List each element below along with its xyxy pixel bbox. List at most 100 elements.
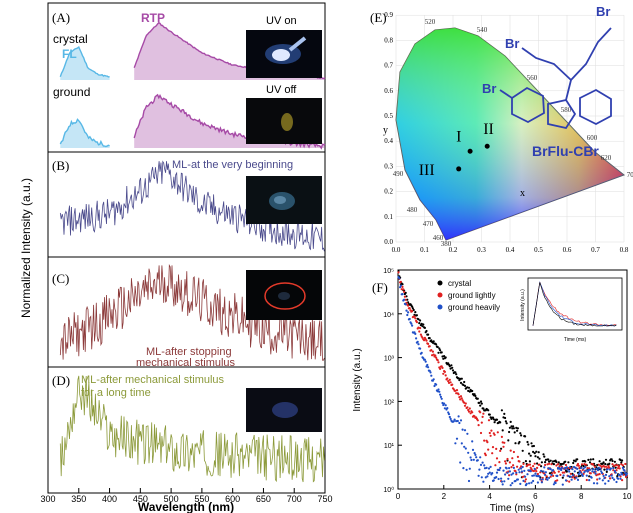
decay-point-ground-lightly <box>536 466 539 469</box>
decay-point-crystal <box>463 384 467 387</box>
cie-y-tick-0.8: 0.8 <box>384 36 393 44</box>
decay-point-ground-lightly <box>618 467 621 470</box>
decay-point-crystal <box>574 460 577 463</box>
cie-y-tick-0.4: 0.4 <box>384 137 393 145</box>
cie-x-tick-0.3: 0.3 <box>477 246 486 254</box>
decay-point-ground-heavily <box>449 417 452 420</box>
uv-off-photo <box>246 98 322 144</box>
decay-point-ground-lightly <box>616 464 619 467</box>
x-tick-label-500: 500 <box>164 494 179 504</box>
decay-point-ground-heavily <box>485 466 488 469</box>
decay-point-ground-lightly <box>490 429 493 432</box>
decay-point-crystal <box>508 426 511 429</box>
decay-point-crystal <box>440 351 443 354</box>
decay-point-ground-heavily <box>543 466 546 469</box>
decay-point-crystal <box>530 442 533 445</box>
decay-point-crystal <box>432 340 435 343</box>
decay-point-ground-heavily <box>599 467 602 470</box>
decay-point-ground-heavily <box>560 468 563 472</box>
decay-legend: crystal ground lightly ground heavily <box>437 279 500 312</box>
decay-point-crystal <box>552 460 555 463</box>
decay-point-crystal <box>611 459 614 463</box>
decay-point-ground-heavily <box>572 474 575 477</box>
panel-c-letter: (C) <box>52 271 69 286</box>
decay-point-ground-lightly <box>502 445 505 448</box>
legend-label-crystal: crystal <box>448 279 471 288</box>
decay-point-ground-heavily <box>453 418 456 421</box>
decay-point-ground-heavily <box>584 466 587 469</box>
cie-point-label-III: III <box>419 162 435 179</box>
decay-point-crystal <box>511 425 515 428</box>
cie-y-tick-0.3: 0.3 <box>384 162 393 170</box>
decay-point-ground-heavily <box>562 474 565 477</box>
decay-point-ground-heavily <box>487 472 490 475</box>
decay-point-crystal <box>451 366 454 369</box>
decay-point-crystal <box>510 425 513 428</box>
decay-point-ground-heavily <box>613 478 616 481</box>
decay-point-crystal <box>493 421 496 424</box>
decay-point-ground-heavily <box>576 478 580 481</box>
decay-y-tick-label-2: 10² <box>384 399 395 406</box>
decay-point-ground-heavily <box>499 466 502 470</box>
decay-point-ground-heavily <box>574 466 577 469</box>
decay-point-crystal <box>524 460 528 463</box>
decay-point-crystal <box>532 450 535 453</box>
decay-point-crystal <box>519 432 522 435</box>
decay-point-ground-lightly <box>425 339 428 342</box>
decay-point-ground-lightly <box>423 339 426 342</box>
decay-point-ground-heavily <box>439 393 442 396</box>
decay-point-ground-heavily <box>502 469 505 472</box>
cie-x-tick-0.5: 0.5 <box>534 246 543 254</box>
decay-point-ground-lightly <box>624 462 627 466</box>
decay-point-ground-heavily <box>530 481 533 484</box>
decay-point-ground-lightly <box>580 463 584 466</box>
decay-point-ground-heavily <box>504 473 507 476</box>
panel-a-ground-fl-line <box>59 118 110 148</box>
decay-point-ground-lightly <box>578 466 581 469</box>
decay-point-ground-heavily <box>608 475 611 478</box>
fl-label: FL <box>62 47 77 61</box>
decay-point-ground-lightly <box>620 463 623 466</box>
decay-point-ground-heavily <box>520 470 524 473</box>
decay-point-ground-heavily <box>540 469 543 472</box>
molecule-br-1: Br <box>596 4 610 19</box>
decay-point-ground-heavily <box>581 474 584 477</box>
decay-point-ground-heavily <box>489 465 492 468</box>
decay-plot-frame <box>397 269 628 490</box>
decay-point-ground-lightly <box>459 395 463 398</box>
decay-point-ground-heavily <box>541 478 544 481</box>
decay-point-crystal <box>444 356 447 359</box>
decay-point-crystal <box>520 434 523 437</box>
cie-x-tick-0.7: 0.7 <box>591 246 600 254</box>
decay-point-crystal <box>557 461 560 464</box>
decay-point-ground-lightly <box>549 475 552 478</box>
decay-point-ground-lightly <box>483 439 486 442</box>
decay-point-ground-heavily <box>527 469 530 472</box>
decay-point-ground-heavily <box>592 468 595 471</box>
cie-wavelength-380: 380 <box>441 240 452 248</box>
decay-point-crystal <box>448 365 451 368</box>
decay-y-tick-label-4: 10⁴ <box>383 312 394 319</box>
decay-point-crystal <box>427 333 430 336</box>
x-tick-label-350: 350 <box>71 494 86 504</box>
decay-point-crystal <box>512 427 516 430</box>
decay-point-ground-heavily <box>512 466 516 469</box>
decay-point-ground-lightly <box>397 271 400 274</box>
decay-chart: (F) 0 2 4 6 8 10 10⁰ 10¹ 10² 10³ 10⁴ 10⁵ crystal gro… <box>352 268 632 513</box>
decay-point-ground-lightly <box>430 349 433 352</box>
decay-point-ground-heavily <box>552 469 555 472</box>
decay-point-crystal <box>414 311 417 314</box>
decay-point-ground-lightly <box>508 461 511 464</box>
decay-point-ground-lightly <box>617 465 621 468</box>
decay-point-crystal <box>462 383 465 387</box>
decay-point-ground-lightly <box>408 307 411 310</box>
decay-point-ground-lightly <box>504 460 507 463</box>
decay-point-ground-lightly <box>509 449 512 452</box>
decay-point-ground-lightly <box>522 462 525 465</box>
decay-point-crystal <box>454 371 457 374</box>
cie-wavelength-540: 540 <box>477 26 488 34</box>
decay-point-crystal <box>438 347 441 350</box>
x-tick-label-300: 300 <box>40 494 55 504</box>
decay-point-crystal <box>436 345 439 349</box>
decay-point-crystal <box>540 461 544 464</box>
